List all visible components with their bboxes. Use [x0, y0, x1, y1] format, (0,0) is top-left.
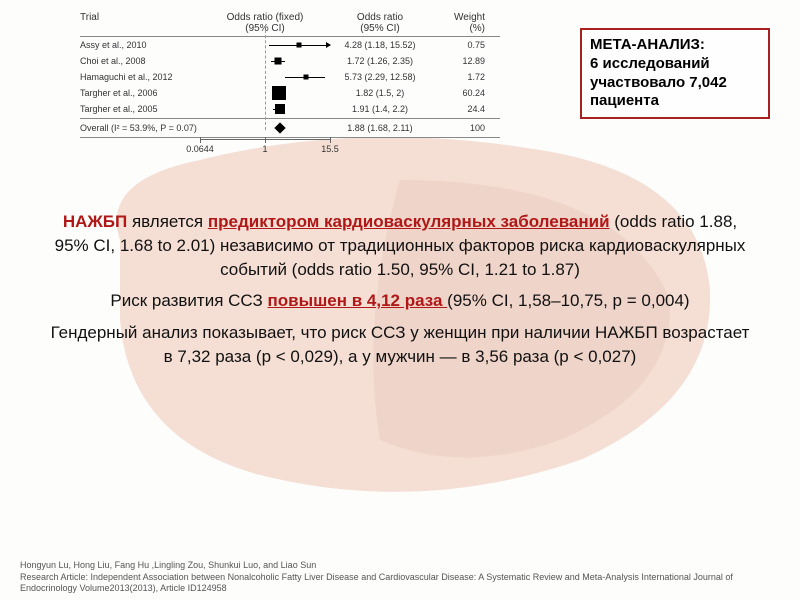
- axis-label: 0.0644: [186, 144, 214, 154]
- citation-article: Research Article: Independent Associatio…: [20, 572, 780, 595]
- weight-text: 1.72: [430, 72, 485, 82]
- risk-increase: повышен в 4,12 раза: [268, 291, 448, 310]
- or-text: 5.73 (2.29, 12.58): [330, 72, 430, 82]
- axis-label: 15.5: [321, 144, 339, 154]
- forest-row: Assy et al., 2010 4.28 (1.18, 15.52)0.75: [80, 37, 500, 53]
- trial-name: Targher et al., 2006: [80, 88, 200, 98]
- weight-text: 24.4: [430, 104, 485, 114]
- or-text: 1.72 (1.26, 2.35): [330, 56, 430, 66]
- trial-name: Hamaguchi et al., 2012: [80, 72, 200, 82]
- paragraph-1: НАЖБП является предиктором кардиоваскуля…: [50, 210, 750, 281]
- overall-wt: 100: [430, 123, 485, 133]
- row-plot: [200, 70, 330, 84]
- predictor-phrase: предиктором кардиоваскулярных заболевани…: [208, 212, 610, 231]
- meta-line: пациента: [590, 92, 760, 111]
- or-text: 4.28 (1.18, 15.52): [330, 40, 430, 50]
- trial-name: Choi et al., 2008: [80, 56, 200, 66]
- forest-row: Choi et al., 2008 1.72 (1.26, 2.35)12.89: [80, 53, 500, 69]
- citation-authors: Hongyun Lu, Hong Liu, Fang Hu ,Lingling …: [20, 560, 780, 571]
- nafld-term: НАЖБП: [63, 212, 127, 231]
- row-plot: [200, 102, 330, 116]
- overall-label: Overall (I² = 53.9%, P = 0.07): [80, 123, 200, 133]
- meta-line: участвовало 7,042: [590, 74, 760, 93]
- weight-text: 12.89: [430, 56, 485, 66]
- forest-row: Targher et al., 2005 1.91 (1.4, 2.2)24.4: [80, 101, 500, 117]
- weight-text: 60.24: [430, 88, 485, 98]
- meta-line: 6 исследований: [590, 55, 760, 74]
- header-or: Odds ratio (95% CI): [330, 12, 430, 34]
- overall-or: 1.88 (1.68, 2.11): [330, 123, 430, 133]
- or-text: 1.82 (1.5, 2): [330, 88, 430, 98]
- row-plot: [200, 38, 330, 52]
- paragraph-3: Гендерный анализ показывает, что риск СС…: [50, 321, 750, 369]
- forest-row: Hamaguchi et al., 2012 5.73 (2.29, 12.58)…: [80, 69, 500, 85]
- body-text: НАЖБП является предиктором кардиоваскуля…: [50, 210, 750, 369]
- forest-plot: Trial Odds ratio (fixed) (95% CI) Odds r…: [80, 12, 500, 167]
- forest-overall-row: Overall (I² = 53.9%, P = 0.07) 1.88 (1.6…: [80, 120, 500, 136]
- axis-label: 1: [263, 144, 268, 154]
- citation: Hongyun Lu, Hong Liu, Fang Hu ,Lingling …: [20, 560, 780, 594]
- meta-analysis-box: МЕТА-АНАЛИЗ: 6 исследований участвовало …: [580, 28, 770, 119]
- row-plot: [200, 86, 330, 100]
- paragraph-2: Риск развития ССЗ повышен в 4,12 раза (9…: [50, 289, 750, 313]
- weight-text: 0.75: [430, 40, 485, 50]
- forest-row: Targher et al., 2006 1.82 (1.5, 2)60.24: [80, 85, 500, 101]
- forest-axis: 0.0644115.5: [200, 139, 330, 167]
- or-text: 1.91 (1.4, 2.2): [330, 104, 430, 114]
- trial-name: Targher et al., 2005: [80, 104, 200, 114]
- trial-name: Assy et al., 2010: [80, 40, 200, 50]
- row-plot: [200, 54, 330, 68]
- meta-line: МЕТА-АНАЛИЗ:: [590, 36, 760, 55]
- header-weight: Weight (%): [430, 12, 485, 34]
- overall-plot: [200, 121, 330, 135]
- header-trial: Trial: [80, 12, 200, 34]
